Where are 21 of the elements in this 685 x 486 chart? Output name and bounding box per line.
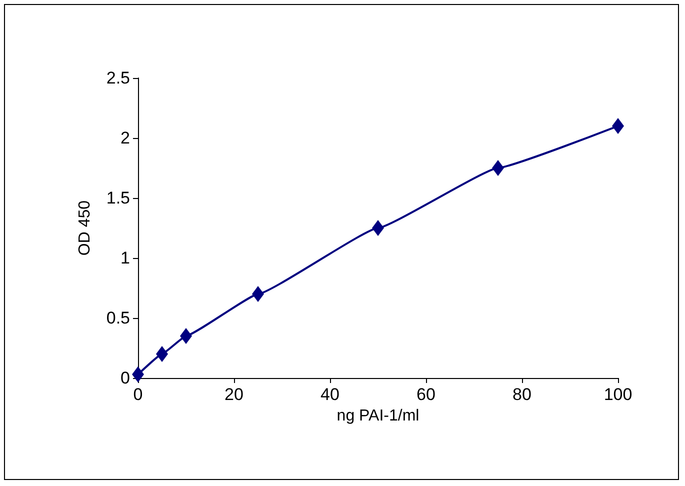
x-tick-label: 20 — [224, 385, 244, 404]
y-axis-title: OD 450 — [76, 200, 94, 256]
point — [156, 346, 168, 362]
y-tick-label: 2 — [120, 128, 130, 148]
y-tick-label: 1 — [120, 248, 130, 268]
point — [612, 118, 624, 134]
point — [252, 286, 264, 302]
y-tick-label: 2.5 — [106, 68, 130, 88]
y-tick-label: 1.5 — [106, 188, 130, 208]
point — [132, 366, 144, 382]
point — [372, 220, 384, 236]
y-tick-label: 0.5 — [106, 308, 130, 328]
x-tick-label: 80 — [512, 385, 532, 404]
x-tick-label: 60 — [416, 385, 436, 404]
x-axis-title: ng PAI-1/ml — [336, 408, 420, 424]
y-tick-label: 0 — [120, 368, 130, 388]
point — [180, 328, 192, 344]
point — [492, 160, 504, 176]
x-tick-label: 100 — [604, 385, 632, 404]
x-tick-label: 0 — [133, 385, 143, 404]
x-tick-label: 40 — [320, 385, 340, 404]
